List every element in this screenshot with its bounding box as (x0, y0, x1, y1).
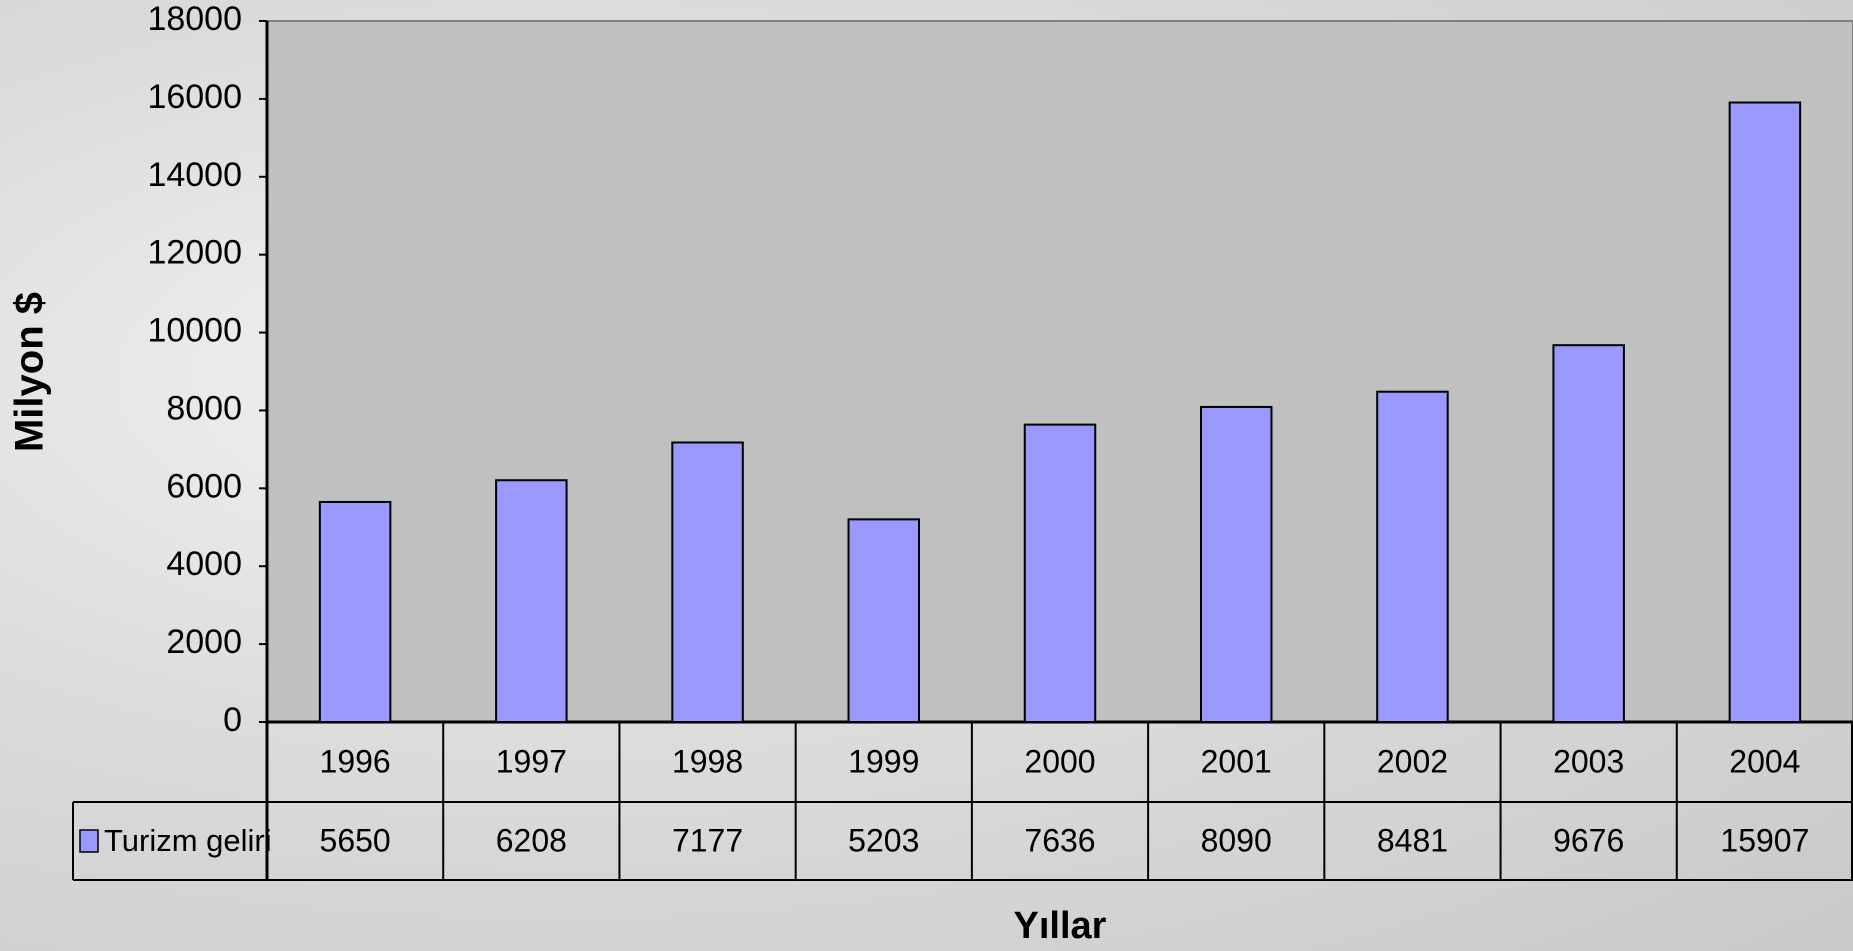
x-tick-label: 2003 (1553, 743, 1624, 779)
table-value: 6208 (496, 822, 567, 858)
y-tick-label: 18000 (147, 0, 242, 38)
x-tick-label: 1996 (320, 743, 391, 779)
table-value: 8481 (1377, 822, 1448, 858)
y-tick-label: 12000 (147, 234, 242, 272)
x-tick-label: 2001 (1201, 743, 1272, 779)
x-tick-label: 1999 (848, 743, 919, 779)
x-tick-label: 2000 (1024, 743, 1095, 779)
y-tick-label: 2000 (166, 623, 242, 661)
table-value: 8090 (1201, 822, 1272, 858)
table-value: 9676 (1553, 822, 1624, 858)
legend-label: Turizm geliri (104, 823, 272, 858)
table-value: 5203 (848, 822, 919, 858)
y-tick-label: 4000 (166, 545, 242, 583)
table-value: 15907 (1720, 822, 1809, 858)
x-tick-label: 2004 (1729, 743, 1800, 779)
y-tick-label: 14000 (147, 156, 242, 194)
y-tick-label: 6000 (166, 467, 242, 505)
bar (1376, 390, 1449, 723)
bar (847, 518, 921, 724)
y-tick-label: 10000 (147, 312, 242, 350)
table-value: 7636 (1024, 822, 1095, 858)
x-tick-label: 1998 (672, 743, 743, 779)
x-tick-label: 2002 (1377, 743, 1448, 779)
y-tick-label: 16000 (147, 78, 242, 116)
y-axis-label: Milyon $ (8, 292, 52, 452)
y-tick-label: 0 (223, 701, 242, 739)
x-tick-label: 1997 (496, 743, 567, 779)
table-value: 5650 (320, 822, 391, 858)
bar (1023, 423, 1097, 723)
bar (495, 479, 568, 723)
bar (318, 500, 392, 724)
bar (1552, 344, 1625, 723)
bar (1728, 101, 1802, 723)
bar (1199, 405, 1273, 723)
bar (671, 441, 744, 723)
legend-swatch (79, 829, 99, 853)
y-tick-label: 8000 (166, 389, 242, 427)
x-axis-label: Yıllar (1014, 905, 1107, 947)
table-value: 7177 (672, 822, 743, 858)
